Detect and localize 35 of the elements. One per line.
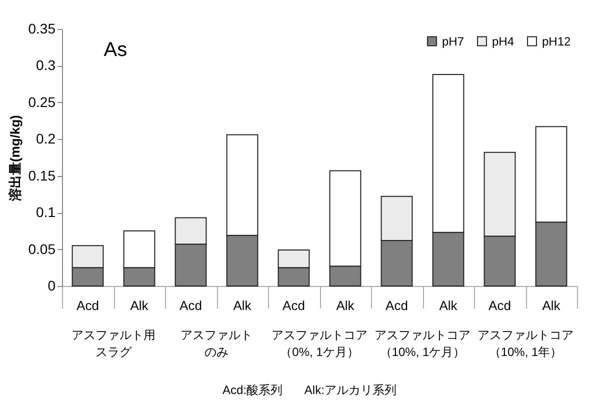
text: Acd:酸系列 [222,383,283,397]
legend-label: pH12 [542,34,572,48]
legend-label: pH4 [492,34,514,48]
x-tick-label: Acd [180,298,202,313]
y-axis-title: 溶出量(mg/kg) [7,115,22,202]
y-tick-label: 0.35 [28,20,56,36]
text: スラグ [96,345,132,359]
text: アスファルト [180,328,252,342]
y-tick-label: 0.25 [28,94,56,110]
y-tick-label: 0 [48,278,56,294]
x-tick-label: Acd [488,298,511,313]
text: （10%, 1年） [488,345,562,359]
text: アスファルトコア [272,328,368,342]
text: Alk:アルカリ系列 [304,383,396,397]
legend-label: pH7 [442,34,464,48]
x-tick-label: Acd [282,298,305,313]
y-tick-label: 0.2 [36,130,56,147]
x-tick-label: Alk [439,298,458,313]
x-tick-label: Alk [233,298,252,313]
text: アスファルト用 [72,328,156,342]
text: （0%, 1ケ月） [280,345,359,359]
text: アスファルトコア [478,328,574,342]
y-tick-label: 0.3 [36,57,56,74]
text: のみ [204,345,228,359]
x-tick-label: Alk [542,298,561,313]
x-tick-label: Acd [76,298,99,313]
y-tick-label: 0.05 [28,240,56,257]
x-tick-label: Acd [386,298,408,313]
text: アスファルトコア [374,328,470,342]
text: As [104,39,128,61]
x-tick-label: Alk [336,298,355,313]
text: （10%, 1ケ月） [380,345,466,359]
x-tick-label: Alk [130,298,149,313]
y-tick-label: 0.15 [28,167,56,184]
y-tick-label: 0.1 [36,204,56,220]
